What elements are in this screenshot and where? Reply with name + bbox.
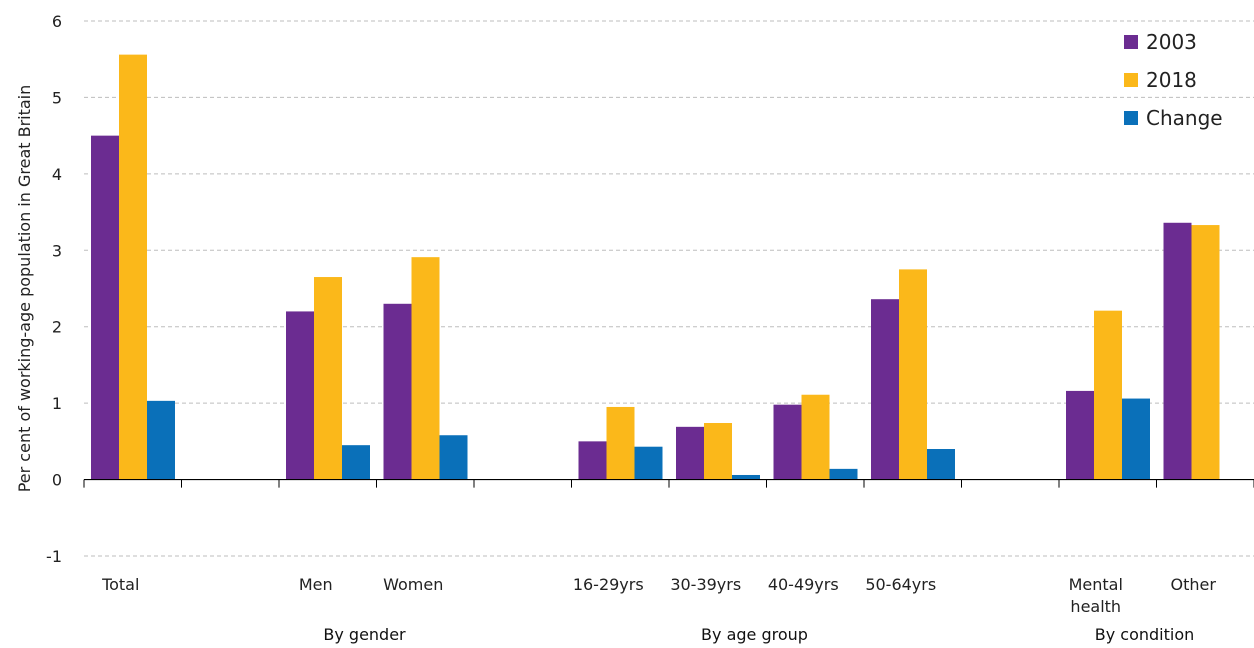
category-label: Other	[1171, 575, 1217, 594]
bar-change	[634, 446, 663, 480]
y-tick-label: 0	[52, 471, 62, 490]
category-label: Total	[101, 575, 139, 594]
group-label: By condition	[1095, 625, 1195, 644]
category-label: Women	[383, 575, 443, 594]
y-tick-label: 6	[52, 12, 62, 31]
x-axis	[83, 478, 1254, 488]
group-labels: By gender By age group By condition	[323, 625, 1194, 644]
bar-2003	[383, 303, 412, 480]
bar-2018	[899, 269, 927, 480]
bars	[91, 54, 1220, 480]
bar-change	[147, 400, 175, 480]
bar-2018	[801, 394, 830, 480]
bar-2018	[704, 423, 732, 480]
y-tick-label: 3	[52, 241, 62, 260]
legend-swatch-change	[1124, 111, 1138, 125]
group-label: By age group	[701, 625, 808, 644]
legend-swatch-2003	[1124, 35, 1138, 49]
category-label: 50-64yrs	[865, 575, 936, 594]
bar-2003	[773, 404, 802, 480]
bar-change	[439, 435, 468, 480]
bar-2003	[578, 441, 607, 480]
y-axis-label: Per cent of working-age population in Gr…	[15, 85, 34, 493]
gridlines	[84, 20, 1254, 557]
bar-2003	[676, 426, 704, 480]
bar-change	[829, 468, 858, 480]
category-label: 40-49yrs	[768, 575, 839, 594]
bar-change	[342, 445, 370, 480]
bar-2003	[871, 299, 899, 480]
legend-swatch-2018	[1124, 73, 1138, 87]
bar-change	[1122, 398, 1150, 480]
legend: 2003 2018 Change	[1124, 30, 1223, 130]
bar-2018	[314, 277, 342, 480]
bar-2018	[1191, 225, 1220, 480]
category-label: Men	[299, 575, 333, 594]
bar-2018	[119, 54, 147, 480]
y-tick-label: 4	[52, 165, 62, 184]
legend-label-change: Change	[1146, 106, 1223, 130]
bar-2018	[1094, 310, 1122, 480]
y-axis-ticks: -1 0 1 2 3 4 5 6	[46, 12, 62, 566]
category-label: 30-39yrs	[670, 575, 741, 594]
category-label: Mental	[1069, 575, 1123, 594]
bar-change	[927, 449, 955, 480]
bar-change	[732, 474, 760, 480]
y-tick-label: 5	[52, 88, 62, 107]
category-label: 16-29yrs	[573, 575, 644, 594]
group-label: By gender	[323, 625, 406, 644]
bar-2003	[1066, 390, 1094, 480]
y-tick-label: 1	[52, 394, 62, 413]
y-tick-label: 2	[52, 318, 62, 337]
bar-2018	[606, 406, 635, 480]
category-label: health	[1070, 597, 1121, 616]
bar-2003	[1163, 222, 1192, 480]
bar-2003	[286, 311, 314, 480]
bar-2003	[91, 135, 119, 480]
category-labels: Total Men Women 16-29yrs 30-39yrs 40-49yrs 50-…	[101, 575, 1216, 616]
legend-label-2003: 2003	[1146, 30, 1197, 54]
y-tick-label: -1	[46, 547, 62, 566]
legend-label-2018: 2018	[1146, 68, 1197, 92]
bar-2018	[411, 257, 440, 480]
